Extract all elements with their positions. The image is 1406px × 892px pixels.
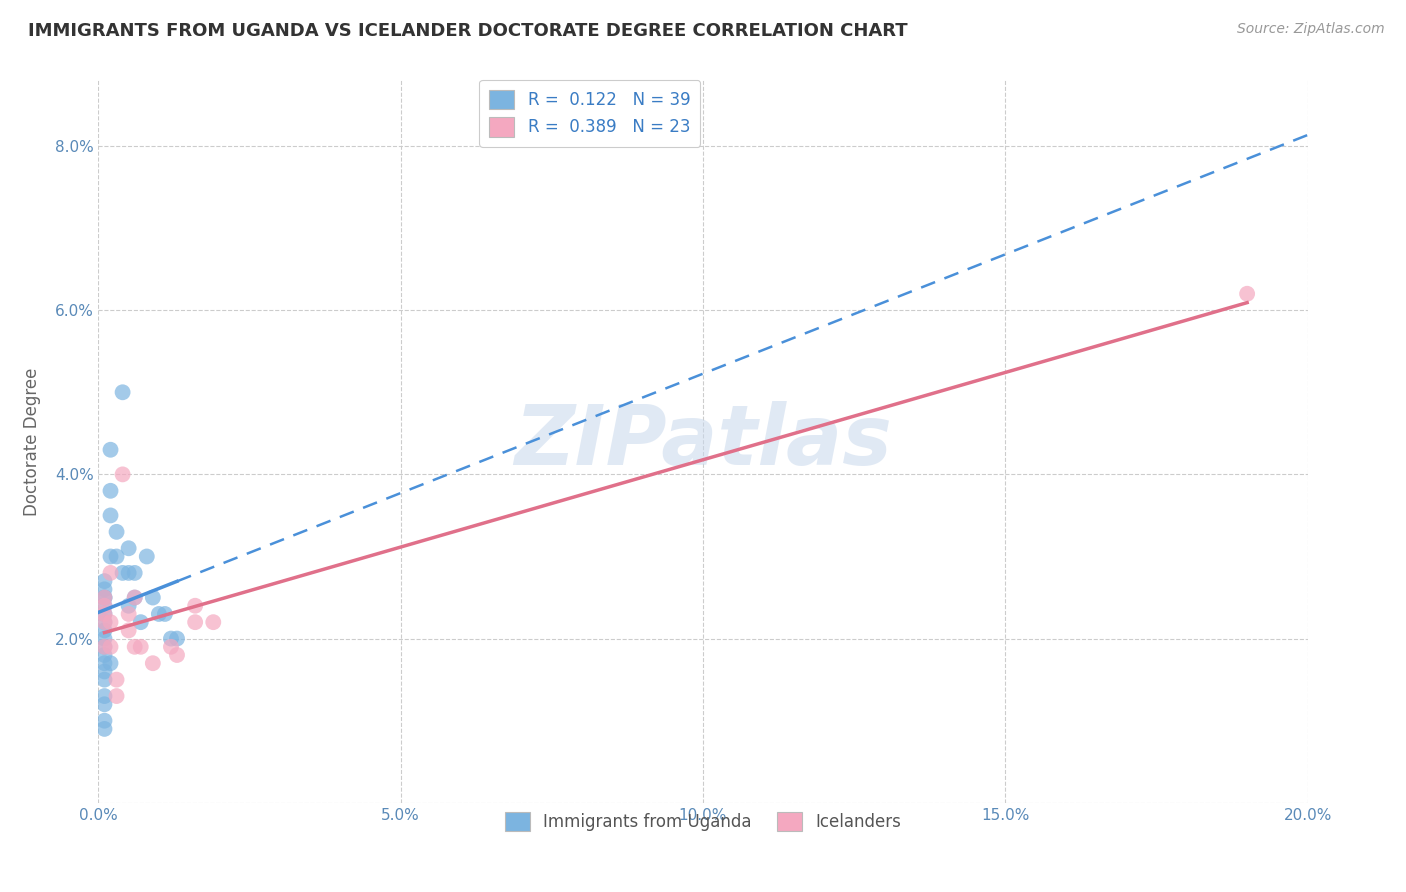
Point bbox=[118, 566, 141, 580]
Point bbox=[184, 615, 207, 630]
Point bbox=[142, 657, 165, 671]
Text: IMMIGRANTS FROM UGANDA VS ICELANDER DOCTORATE DEGREE CORRELATION CHART: IMMIGRANTS FROM UGANDA VS ICELANDER DOCT… bbox=[28, 22, 908, 40]
Point bbox=[129, 615, 152, 630]
Point bbox=[93, 615, 115, 630]
Point bbox=[160, 632, 183, 646]
Point bbox=[93, 640, 115, 654]
Point bbox=[1236, 286, 1258, 301]
Point bbox=[93, 624, 115, 638]
Point bbox=[111, 385, 134, 400]
Point bbox=[93, 657, 115, 671]
Point bbox=[118, 607, 141, 621]
Point bbox=[166, 632, 188, 646]
Text: Source: ZipAtlas.com: Source: ZipAtlas.com bbox=[1237, 22, 1385, 37]
Point bbox=[118, 541, 141, 556]
Point bbox=[105, 549, 128, 564]
Point bbox=[100, 640, 122, 654]
Point bbox=[100, 615, 122, 630]
Point bbox=[105, 673, 128, 687]
Point bbox=[111, 467, 134, 482]
Point bbox=[148, 607, 170, 621]
Point bbox=[93, 640, 115, 654]
Point bbox=[111, 566, 134, 580]
Point bbox=[118, 624, 141, 638]
Point bbox=[93, 574, 115, 588]
Legend: Immigrants from Uganda, Icelanders: Immigrants from Uganda, Icelanders bbox=[498, 805, 908, 838]
Point bbox=[100, 657, 122, 671]
Point bbox=[93, 591, 115, 605]
Point bbox=[93, 632, 115, 646]
Point bbox=[93, 714, 115, 728]
Point bbox=[105, 524, 128, 539]
Point bbox=[124, 591, 146, 605]
Point bbox=[93, 615, 115, 630]
Point bbox=[93, 607, 115, 621]
Point bbox=[118, 599, 141, 613]
Point bbox=[100, 508, 122, 523]
Point bbox=[202, 615, 225, 630]
Point bbox=[124, 566, 146, 580]
Point bbox=[166, 648, 188, 662]
Point bbox=[100, 442, 122, 457]
Point bbox=[93, 673, 115, 687]
Point bbox=[129, 640, 152, 654]
Point bbox=[93, 599, 115, 613]
Point bbox=[93, 591, 115, 605]
Point bbox=[124, 640, 146, 654]
Point bbox=[93, 648, 115, 662]
Point bbox=[93, 698, 115, 712]
Point bbox=[93, 722, 115, 736]
Text: ZIPatlas: ZIPatlas bbox=[515, 401, 891, 482]
Point bbox=[184, 599, 207, 613]
Point bbox=[105, 689, 128, 703]
Point bbox=[100, 483, 122, 498]
Point bbox=[93, 591, 115, 605]
Point bbox=[135, 549, 157, 564]
Point bbox=[93, 582, 115, 597]
Point bbox=[153, 607, 176, 621]
Y-axis label: Doctorate Degree: Doctorate Degree bbox=[22, 368, 41, 516]
Point bbox=[93, 607, 115, 621]
Point bbox=[124, 591, 146, 605]
Point bbox=[100, 549, 122, 564]
Point bbox=[142, 591, 165, 605]
Point bbox=[160, 640, 183, 654]
Point bbox=[93, 599, 115, 613]
Point bbox=[93, 665, 115, 679]
Point bbox=[93, 689, 115, 703]
Point bbox=[100, 566, 122, 580]
